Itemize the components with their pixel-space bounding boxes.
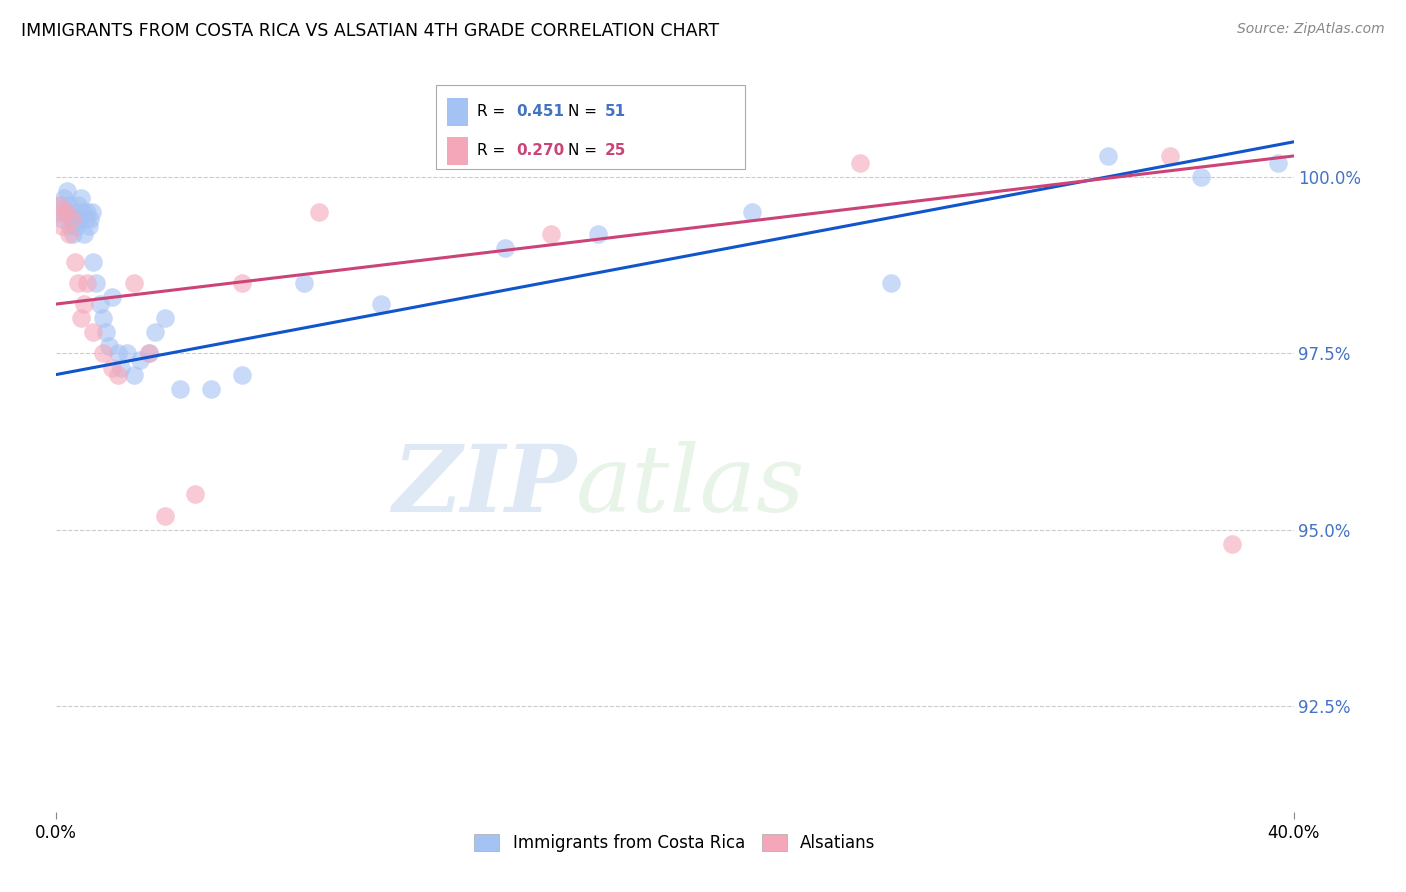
- Point: [77, 219, 100, 234]
- Point: [80, 205, 103, 219]
- Point: [70, 311, 93, 326]
- Text: IMMIGRANTS FROM COSTA RICA VS ALSATIAN 4TH GRADE CORRELATION CHART: IMMIGRANTS FROM COSTA RICA VS ALSATIAN 4…: [21, 22, 720, 40]
- Point: [741, 205, 763, 219]
- Point: [51, 212, 73, 227]
- Text: 25: 25: [605, 144, 626, 159]
- Point: [66, 198, 89, 212]
- Point: [49, 205, 72, 219]
- Legend: Immigrants from Costa Rica, Alsatians: Immigrants from Costa Rica, Alsatians: [468, 828, 882, 859]
- Point: [1097, 149, 1119, 163]
- Text: ZIP: ZIP: [392, 441, 576, 531]
- Point: [94, 325, 117, 339]
- Point: [59, 219, 82, 234]
- Point: [200, 382, 222, 396]
- Point: [73, 297, 96, 311]
- Point: [58, 227, 80, 241]
- Point: [1220, 537, 1243, 551]
- Text: 51: 51: [605, 104, 626, 120]
- Point: [586, 227, 609, 241]
- Point: [1189, 170, 1212, 185]
- Point: [69, 212, 90, 227]
- Point: [107, 346, 129, 360]
- Point: [143, 325, 166, 339]
- Point: [128, 353, 150, 368]
- Point: [60, 212, 83, 227]
- Point: [91, 346, 114, 360]
- Point: [72, 205, 94, 219]
- Point: [1344, 558, 1367, 572]
- Point: [55, 205, 77, 219]
- Point: [55, 205, 77, 219]
- Text: R =: R =: [477, 144, 510, 159]
- Point: [122, 368, 145, 382]
- Point: [1313, 346, 1336, 360]
- Point: [56, 184, 79, 198]
- Text: N =: N =: [568, 144, 602, 159]
- Point: [880, 276, 903, 290]
- Point: [48, 205, 70, 219]
- Point: [138, 346, 160, 360]
- Text: Source: ZipAtlas.com: Source: ZipAtlas.com: [1237, 22, 1385, 37]
- Point: [122, 276, 145, 290]
- Point: [65, 219, 87, 234]
- Point: [110, 360, 132, 375]
- Point: [184, 487, 207, 501]
- Text: atlas: atlas: [576, 441, 806, 531]
- Point: [62, 227, 84, 241]
- Point: [117, 346, 139, 360]
- Point: [292, 276, 315, 290]
- Point: [79, 212, 101, 227]
- Point: [76, 205, 98, 219]
- Point: [107, 368, 129, 382]
- Point: [51, 219, 73, 234]
- Text: 0.451: 0.451: [516, 104, 564, 120]
- Point: [53, 191, 76, 205]
- Point: [89, 297, 111, 311]
- Point: [76, 276, 98, 290]
- Point: [153, 508, 176, 523]
- Point: [63, 254, 86, 268]
- Text: N =: N =: [568, 104, 602, 120]
- Point: [849, 156, 872, 170]
- Point: [49, 198, 72, 212]
- Point: [82, 325, 104, 339]
- Point: [60, 212, 83, 227]
- Point: [73, 227, 96, 241]
- Text: 0.270: 0.270: [516, 144, 564, 159]
- Point: [82, 254, 104, 268]
- Point: [75, 212, 97, 227]
- Point: [169, 382, 191, 396]
- Point: [63, 205, 86, 219]
- Text: R =: R =: [477, 104, 510, 120]
- Point: [308, 205, 330, 219]
- Point: [138, 346, 160, 360]
- Point: [66, 276, 89, 290]
- Point: [97, 339, 120, 353]
- Point: [231, 276, 253, 290]
- Point: [86, 276, 108, 290]
- Point: [48, 198, 70, 212]
- Point: [91, 311, 114, 326]
- Point: [540, 227, 562, 241]
- Point: [70, 191, 93, 205]
- Point: [494, 241, 516, 255]
- Point: [370, 297, 392, 311]
- Point: [101, 360, 124, 375]
- Point: [153, 311, 176, 326]
- Point: [58, 198, 80, 212]
- Point: [1159, 149, 1181, 163]
- Point: [231, 368, 253, 382]
- Point: [101, 290, 124, 304]
- Point: [1267, 156, 1289, 170]
